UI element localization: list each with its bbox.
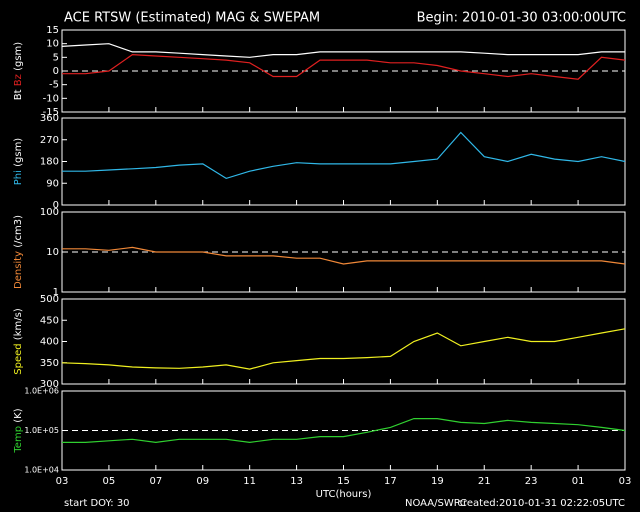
legend-entry: Bt: [13, 89, 24, 100]
x-axis-label: UTC(hours): [316, 489, 372, 500]
y-axis-label: Speed (km/s): [13, 308, 24, 375]
legend-entry: Bz: [13, 74, 24, 86]
y-tick-label: 90: [46, 178, 59, 189]
y-axis-unit: (/cm3): [13, 215, 24, 248]
y-tick-label: 360: [40, 113, 59, 124]
y-tick-label: 1.0E+06: [24, 387, 59, 396]
y-tick-label: 500: [40, 294, 59, 305]
y-tick-label: -10: [43, 93, 59, 104]
x-tick-label: 23: [525, 476, 538, 487]
y-tick-label: 350: [40, 358, 59, 369]
series-line: [61, 328, 626, 370]
panel-frame: [61, 117, 626, 206]
x-tick-label: 09: [196, 476, 209, 487]
chart-title: ACE RTSW (Estimated) MAG & SWEPAM: [64, 11, 320, 26]
y-tick-label: -15: [43, 107, 59, 118]
x-tick-label: 13: [290, 476, 303, 487]
y-tick-label: 5: [53, 52, 59, 63]
start-doy: start DOY: 30: [64, 498, 130, 509]
y-axis-unit: (km/s): [13, 308, 24, 340]
begin-time: Begin: 2010-01-30 03:00:00UTC: [417, 11, 626, 26]
y-tick-label: 300: [40, 379, 59, 390]
series-line: [62, 418, 626, 444]
y-tick-label: 1.0E+05: [24, 426, 59, 435]
y-tick-label: 10: [46, 247, 59, 258]
x-tick-label: 15: [337, 476, 350, 487]
x-tick-label: 03: [619, 476, 632, 487]
y-tick-label: 450: [40, 315, 59, 326]
y-tick-label: -5: [49, 80, 59, 91]
y-axis-unit: (K): [13, 408, 24, 422]
y-axis-label: Density (/cm3): [13, 215, 24, 289]
y-tick-label: 0: [53, 200, 59, 211]
y-tick-label: 10: [46, 39, 59, 50]
legend-entry: Temp: [13, 426, 24, 454]
series-line: [62, 246, 626, 265]
created: created:2010-01-31 02:22:05UTC: [458, 498, 626, 509]
y-tick-label: 15: [46, 25, 59, 36]
series-line: [61, 43, 625, 58]
x-tick-label: 01: [572, 476, 585, 487]
series-line: [62, 131, 626, 180]
y-axis-unit: (gsm): [13, 42, 24, 71]
y-tick-label: 180: [40, 157, 59, 168]
x-tick-label: 21: [478, 476, 491, 487]
x-tick-label: 11: [243, 476, 256, 487]
y-tick-label: 270: [40, 135, 59, 146]
x-tick-label: 03: [56, 476, 69, 487]
y-tick-label: 100: [40, 207, 59, 218]
legend-entry: Density: [13, 251, 24, 289]
x-tick-label: 05: [103, 476, 116, 487]
x-tick-label: 19: [431, 476, 444, 487]
y-tick-label: 1: [53, 287, 59, 298]
legend-entry: Phi: [13, 170, 24, 185]
x-tick-label: 07: [149, 476, 162, 487]
y-axis-label: Temp (K): [13, 408, 24, 453]
y-axis-label: Bt Bz (gsm): [13, 42, 24, 100]
y-tick-label: 400: [40, 337, 59, 348]
x-tick-label: 17: [384, 476, 397, 487]
y-tick-label: 1.0E+04: [24, 466, 59, 475]
source: NOAA/SWPC: [405, 498, 467, 509]
series-line: [62, 53, 626, 80]
y-tick-label: 0: [53, 66, 59, 77]
legend-entry: Speed: [13, 343, 24, 374]
y-axis-label: Phi (gsm): [13, 138, 24, 186]
y-axis-unit: (gsm): [13, 138, 24, 167]
